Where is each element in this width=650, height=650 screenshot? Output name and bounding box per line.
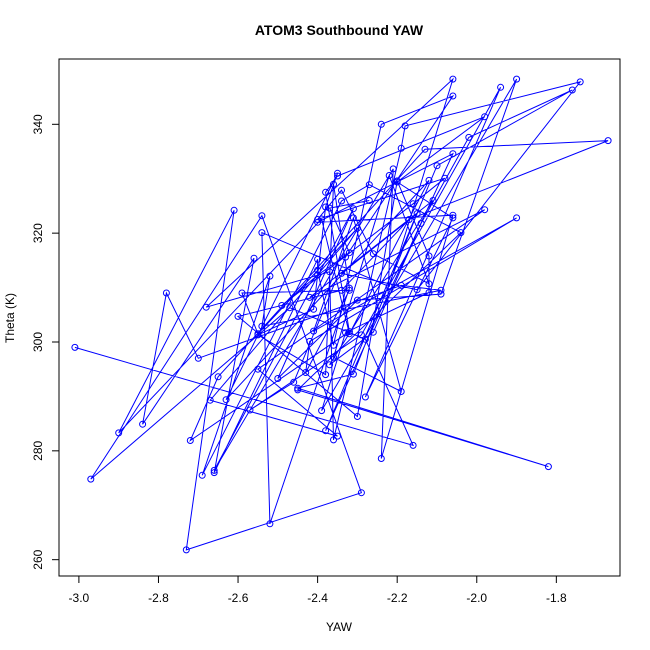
y-tick-label: 340 — [31, 114, 45, 134]
x-tick-label: -2.0 — [466, 591, 487, 605]
x-tick-label: -3.0 — [69, 591, 90, 605]
x-tick-label: -2.8 — [148, 591, 169, 605]
y-tick-label: 260 — [31, 549, 45, 569]
y-tick-label: 320 — [31, 223, 45, 243]
y-axis: 260 280 300 320 340 — [31, 114, 59, 570]
x-axis-label: YAW — [326, 620, 353, 634]
x-tick-label: -2.6 — [228, 591, 249, 605]
series-layer — [72, 76, 611, 553]
x-tick-label: -1.8 — [546, 591, 567, 605]
chart-title: ATOM3 Southbound YAW — [255, 22, 424, 38]
y-axis-label: Theta (K) — [3, 293, 17, 343]
y-tick-label: 300 — [31, 332, 45, 352]
series-line — [75, 79, 608, 550]
x-tick-label: -2.4 — [307, 591, 328, 605]
x-axis: -3.0 -2.8 -2.6 -2.4 -2.2 -2.0 -1.8 — [69, 576, 567, 605]
x-tick-label: -2.2 — [387, 591, 408, 605]
y-tick-label: 280 — [31, 440, 45, 460]
